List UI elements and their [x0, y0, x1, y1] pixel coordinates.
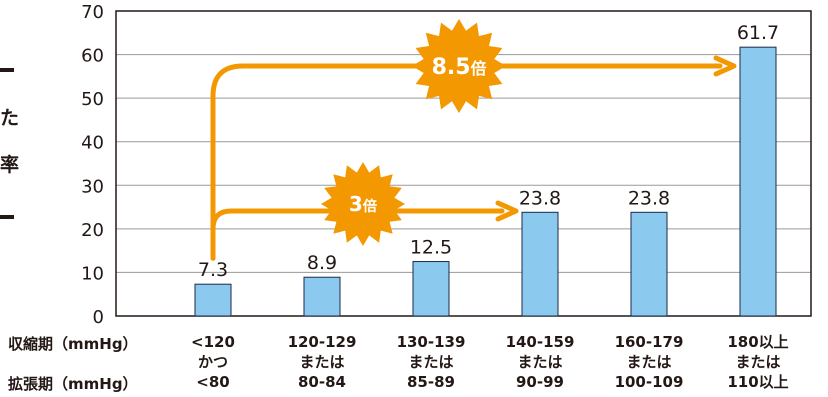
bar	[412, 261, 450, 317]
ylabel-bracket-bottom	[0, 215, 14, 219]
bar-value-label: 12.5	[410, 237, 452, 259]
category-connector: または	[408, 353, 454, 371]
annotation-arrowhead	[495, 200, 519, 222]
bar	[630, 211, 668, 317]
category-systolic: 140-159	[505, 333, 575, 351]
category-connector: または	[299, 353, 345, 371]
multiplier-label: 3倍	[349, 192, 378, 216]
ylabel-fragment-2: 率	[0, 154, 20, 176]
category-connector: または	[626, 353, 672, 371]
ylabel-fragment-1: た	[0, 107, 20, 129]
bar	[194, 283, 232, 317]
bar-value-label: 23.8	[628, 187, 670, 209]
category-systolic: 130-139	[396, 333, 466, 351]
category-label: 140-159 または 90-99	[488, 332, 592, 392]
category-systolic: 120-129	[287, 333, 357, 351]
bar-value-label: 23.8	[519, 187, 561, 209]
bar-value-label: 61.7	[737, 22, 779, 44]
annotation-arrow-line	[210, 63, 723, 261]
category-label: 120-129 または 80-84	[270, 332, 374, 392]
category-systolic: <120	[191, 333, 235, 351]
category-diastolic: 110以上	[727, 373, 789, 391]
category-label: 130-139 または 85-89	[379, 332, 483, 392]
y-tick-label: 0	[93, 307, 104, 328]
multiplier-burst	[321, 162, 405, 246]
diastolic-row-label: 拡張期（mmHg）	[8, 375, 138, 393]
category-connector: または	[735, 353, 781, 371]
y-tick-label: 40	[81, 133, 104, 154]
ylabel-bracket-top	[0, 68, 14, 72]
category-diastolic: 100-109	[614, 373, 684, 391]
plot-frame	[115, 10, 812, 317]
bar	[521, 211, 559, 317]
multiplier-label: 8.5倍	[432, 55, 487, 80]
y-tick-label: 20	[81, 220, 104, 241]
annotation-arrow-line	[210, 208, 505, 261]
category-diastolic: 85-89	[407, 373, 455, 391]
bar-value-label: 8.9	[307, 252, 337, 274]
category-label: 180以上または 110以上	[706, 332, 810, 392]
y-tick-label: 70	[81, 2, 104, 23]
y-tick-label: 30	[81, 176, 104, 197]
category-diastolic: 90-99	[516, 373, 564, 391]
y-tick-label: 50	[81, 89, 104, 110]
category-diastolic: <80	[196, 373, 230, 391]
category-diastolic: 80-84	[298, 373, 346, 391]
category-connector: かつ	[197, 353, 228, 371]
y-tick-label: 10	[81, 263, 104, 284]
category-systolic: 180以上	[727, 333, 789, 351]
bar	[739, 46, 777, 317]
category-label: 160-179 または 100-109	[597, 332, 701, 392]
y-tick-label: 60	[81, 46, 104, 67]
bar	[303, 276, 341, 317]
systolic-row-label: 収縮期（mmHg）	[8, 335, 138, 353]
multiplier-burst	[412, 19, 506, 113]
annotation-arrowhead	[713, 55, 737, 77]
category-label: <120 かつ <80	[161, 332, 265, 392]
bar-value-label: 7.3	[198, 259, 228, 281]
category-connector: または	[517, 353, 563, 371]
category-systolic: 160-179	[614, 333, 684, 351]
